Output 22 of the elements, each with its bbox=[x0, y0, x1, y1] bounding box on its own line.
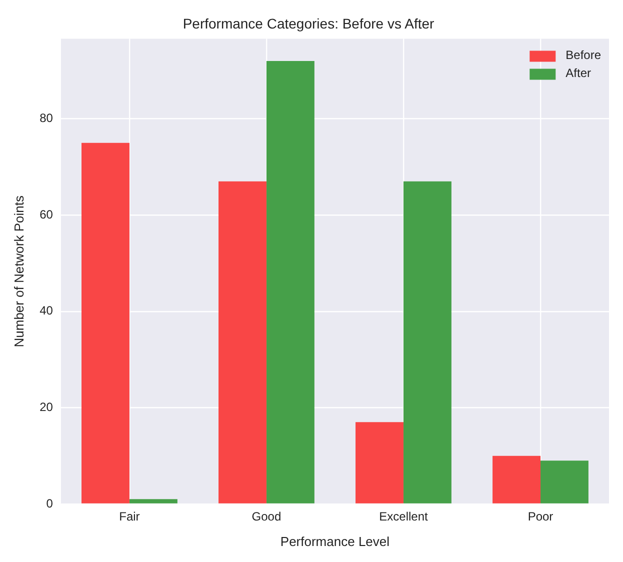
y-tick-label: 80 bbox=[40, 111, 54, 126]
x-axis-title: Performance Level bbox=[280, 534, 390, 549]
bar bbox=[82, 142, 130, 504]
legend-label: Before bbox=[566, 48, 602, 62]
y-tick-label: 0 bbox=[46, 496, 54, 510]
bar bbox=[266, 60, 314, 504]
legend-label: After bbox=[566, 66, 591, 80]
bar bbox=[129, 499, 178, 504]
bar bbox=[356, 422, 404, 504]
y-tick-label: 60 bbox=[40, 207, 54, 222]
x-tick-label: Excellent bbox=[379, 510, 428, 524]
y-tick-label: 40 bbox=[40, 304, 54, 318]
bar bbox=[218, 181, 266, 504]
x-tick-label: Fair bbox=[119, 510, 140, 524]
y-tick-label: 20 bbox=[40, 400, 54, 414]
y-axis-title: Number of Network Points bbox=[11, 195, 26, 348]
x-tick-label: Poor bbox=[528, 510, 554, 524]
x-tick-label: Good bbox=[252, 510, 282, 524]
bar bbox=[403, 181, 452, 504]
chart-title: Performance Categories: Before vs After bbox=[182, 15, 435, 32]
bar bbox=[492, 456, 540, 504]
bar bbox=[540, 460, 588, 504]
